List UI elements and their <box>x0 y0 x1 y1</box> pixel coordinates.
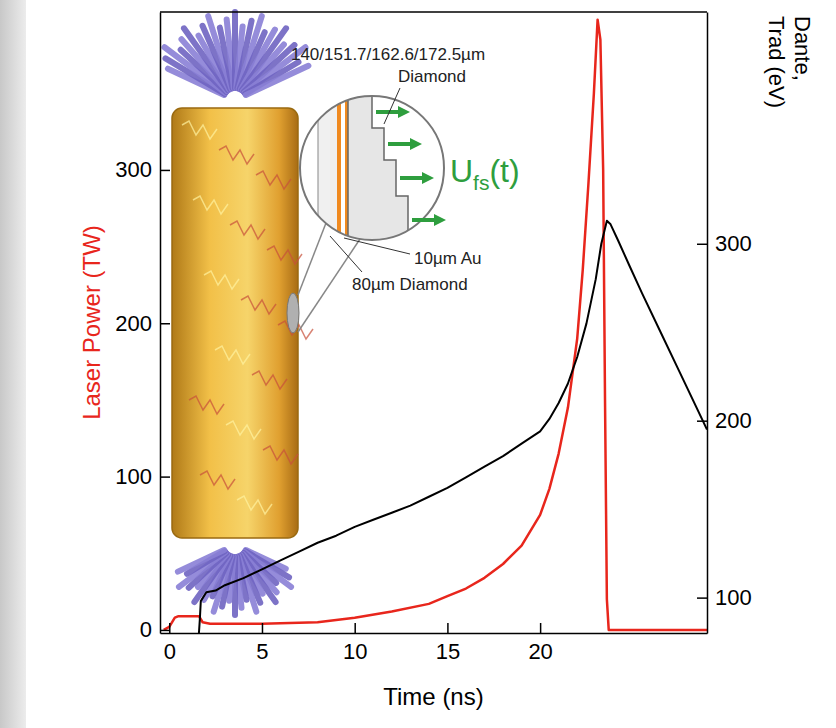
y-tick-mark <box>160 170 170 172</box>
annotation: Diamond <box>398 67 466 86</box>
target-window <box>287 293 299 333</box>
plasma-streak <box>189 396 224 414</box>
y-tick: 300 <box>115 157 170 182</box>
plasma-streak <box>252 371 287 389</box>
plasma-streak <box>263 446 298 464</box>
velocity-arrow <box>388 142 416 146</box>
zoom-circle <box>300 96 444 240</box>
x-axis-title: Time (ns) <box>383 683 483 710</box>
x-axis-line <box>161 633 708 635</box>
x-tick: 15 <box>436 623 460 664</box>
y-tick-mark <box>160 476 170 478</box>
y2-tick-label: 100 <box>715 585 752 610</box>
y-tick-label: 200 <box>115 311 152 336</box>
laser-beam <box>178 550 224 572</box>
y2-tick: 100 <box>697 585 752 610</box>
velocity-arrow <box>400 176 428 180</box>
x-tick-label: 15 <box>436 639 460 664</box>
x-tick-label: 20 <box>528 639 552 664</box>
y2-tick-label: 300 <box>715 231 752 256</box>
x-tick: 5 <box>256 623 268 664</box>
velocity-subscript: fs <box>473 171 489 194</box>
hohlraum-illustration <box>165 12 444 615</box>
y-tick-label: 300 <box>115 157 152 182</box>
x-tick-mark <box>447 623 449 633</box>
velocity-argument: (t) <box>489 153 519 189</box>
y2-tick-label: 200 <box>715 408 752 433</box>
y2-axis-line <box>707 13 709 634</box>
plasma-streak <box>241 296 276 314</box>
y-tick: 0 <box>140 617 170 642</box>
y2-axis: 100 200 300 <box>697 13 752 634</box>
plasma-streak <box>219 146 254 164</box>
y-axis-title: Laser Power (TW) <box>78 225 105 420</box>
y2-tick: 300 <box>697 231 752 256</box>
x-tick-mark <box>540 623 542 633</box>
x-tick: 20 <box>528 623 552 664</box>
y2-tick-mark <box>697 244 707 246</box>
x-tick-label: 10 <box>343 639 367 664</box>
y-axis: 0 100 200 300 <box>115 13 170 643</box>
annotation: 80µm Diamond <box>352 275 468 294</box>
x-tick: 10 <box>343 623 367 664</box>
chart: 140/151.7/162.6/172.5µm Diamond 10µm Au 80µ… <box>0 0 836 728</box>
y-tick-mark <box>160 323 170 325</box>
y-tick-label: 0 <box>140 617 152 642</box>
x-axis: 0 5 10 15 20 <box>161 623 708 664</box>
plasma-streak <box>182 121 217 139</box>
annotation: 140/151.7/162.6/172.5µm <box>291 45 485 64</box>
plot-area <box>164 20 707 633</box>
stepped-diamond <box>348 88 408 258</box>
x-tick-mark <box>169 623 171 633</box>
plasma-streak <box>230 221 265 239</box>
velocity-symbol: U <box>450 153 473 189</box>
y2-axis-title: Dante, <box>790 16 815 81</box>
plasma-streak <box>237 496 272 514</box>
x-tick-label: 0 <box>164 639 176 664</box>
y-tick-label: 100 <box>115 464 152 489</box>
leader-line <box>344 238 410 254</box>
x-tick: 0 <box>164 623 176 664</box>
plasma-streak <box>200 471 235 489</box>
plasma-streak <box>215 346 250 364</box>
y2-tick-mark <box>697 597 707 599</box>
zoom-line <box>298 239 360 332</box>
data-line <box>164 20 707 630</box>
y2-tick: 200 <box>697 408 752 433</box>
x-tick-mark <box>354 623 356 633</box>
leader-line <box>330 236 362 272</box>
ablator-layer <box>318 88 338 258</box>
hohlraum <box>172 108 298 538</box>
y-tick-mark <box>160 630 170 632</box>
leader-line <box>384 88 400 124</box>
annotation: 10µm Au <box>414 249 481 268</box>
y-tick: 200 <box>115 311 170 336</box>
plasma-streak <box>193 196 228 214</box>
y-tick: 100 <box>115 464 170 489</box>
y-axis-line <box>160 13 162 634</box>
x-tick-label: 5 <box>256 639 268 664</box>
plasma-streak <box>267 246 302 264</box>
velocity-label: Ufs(t) <box>450 153 520 194</box>
y2-tick-mark <box>697 420 707 422</box>
x-tick-mark <box>262 623 264 633</box>
zoom-line <box>298 223 326 295</box>
plasma-streak <box>204 271 239 289</box>
data-line <box>199 221 707 633</box>
plot-frame-top <box>160 11 707 13</box>
side-band <box>0 0 26 728</box>
plasma-streak <box>256 171 291 189</box>
laser-beam <box>246 66 309 95</box>
velocity-arrow <box>412 218 440 222</box>
plasma-streak <box>226 421 261 439</box>
y2-axis-title: Trad (eV) <box>764 16 789 108</box>
zoom-content <box>318 88 408 258</box>
background <box>0 0 836 728</box>
